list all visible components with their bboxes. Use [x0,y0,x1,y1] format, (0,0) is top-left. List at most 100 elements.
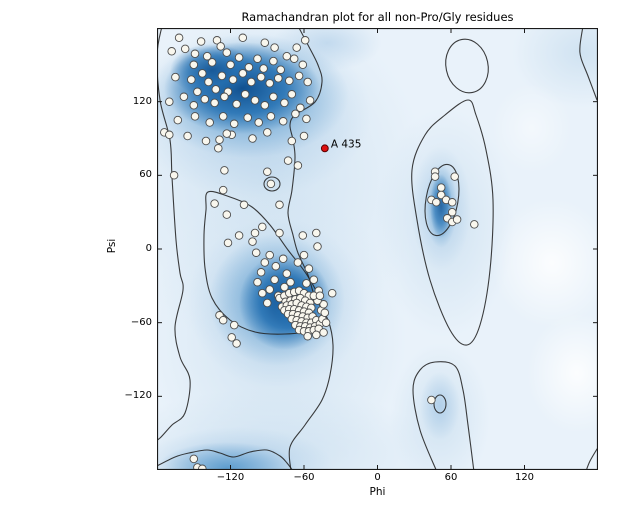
residue-point [223,238,233,248]
contour-line [585,448,598,470]
residue-point [189,101,199,110]
residue-point [200,94,210,104]
residue-point [270,43,279,52]
residue-point [222,210,232,219]
residue-point [300,36,310,45]
residue-point [309,275,319,284]
residue-point [238,69,248,78]
residue-point [174,33,184,43]
residue-point [280,98,289,108]
x-tick-label: −60 [293,472,315,483]
residue-point [201,136,211,146]
residue-point [222,48,232,57]
residue-point [276,65,285,74]
residue-point [283,156,293,165]
residue-point [205,118,214,127]
residue-point [238,33,248,43]
contour-line [411,99,494,346]
residue-point [270,275,279,284]
residue-point [436,183,446,192]
residue-point [327,288,337,298]
residue-point [274,74,283,83]
residue-point [229,119,239,129]
residue-point [292,43,301,52]
residue-point [207,58,217,67]
outlier-point [320,144,329,153]
y-tick-label: −120 [124,390,152,402]
residue-point [287,90,297,99]
residue-point [212,36,222,45]
contour-line [579,28,598,101]
residue-point [263,167,272,176]
residue-point [189,454,199,464]
outlier-annotation: A 435 [320,138,362,153]
residue-point [294,71,304,81]
residue-point [248,134,257,143]
residue-point [217,71,227,81]
residue-point [218,315,228,325]
residue-point [285,76,294,86]
residue-point [167,47,176,56]
residue-point [243,113,252,122]
residue-point [304,264,314,273]
residue-point [319,328,328,337]
residue-point [275,228,284,238]
residue-point [263,298,272,308]
residue-point [296,103,305,113]
residue-point [240,90,250,99]
residue-point [220,92,229,102]
residue-point [256,72,266,82]
residue-point [256,268,266,277]
residue-point [196,37,206,46]
residue-point [432,198,441,207]
residue-point [293,161,303,170]
chart-title: Ramachandran plot for all non-Pro/Gly re… [241,10,514,24]
residue-point [452,215,462,224]
residue-point [265,79,274,88]
plot-area: A 435 [157,28,598,470]
residue-point [447,198,457,207]
residue-point [312,228,321,238]
residue-point [305,96,315,105]
residue-point [232,339,241,348]
residue-point [260,38,270,47]
residue-point [210,199,219,208]
residue-point [278,254,288,264]
residue-point [312,330,321,340]
outlier-label: A 435 [331,138,362,150]
x-tick-label: 120 [514,472,535,483]
residue-point [299,250,309,260]
residue-point [427,395,436,405]
contour-lines [157,28,598,470]
residue-point [430,172,440,181]
residue-point [253,54,262,63]
residue-point [313,242,322,251]
residue-point [229,320,239,330]
contour-line [412,361,475,470]
residue-point [227,333,236,342]
residue-point [222,129,232,138]
residue-point [266,112,276,121]
residue-point [269,56,278,66]
residue-point [171,72,180,82]
residue-point [232,99,241,109]
residue-point [278,117,288,126]
residue-point [265,285,274,294]
x-tick-label: −120 [216,472,245,483]
plot-border [157,28,598,470]
y-tick-label: 60 [139,169,152,181]
residue-point [293,258,303,267]
residue-point [169,171,179,180]
residue-point [250,96,260,105]
residue-point [303,331,312,341]
residue-point [269,92,278,102]
residue-point [282,51,292,61]
residue-point [299,131,309,141]
y-axis-label: Psi [106,238,118,254]
contour-line [287,28,334,470]
residue-point [320,308,330,318]
residue-point [234,231,244,240]
residue-point [321,318,331,327]
residue-point [260,258,270,267]
